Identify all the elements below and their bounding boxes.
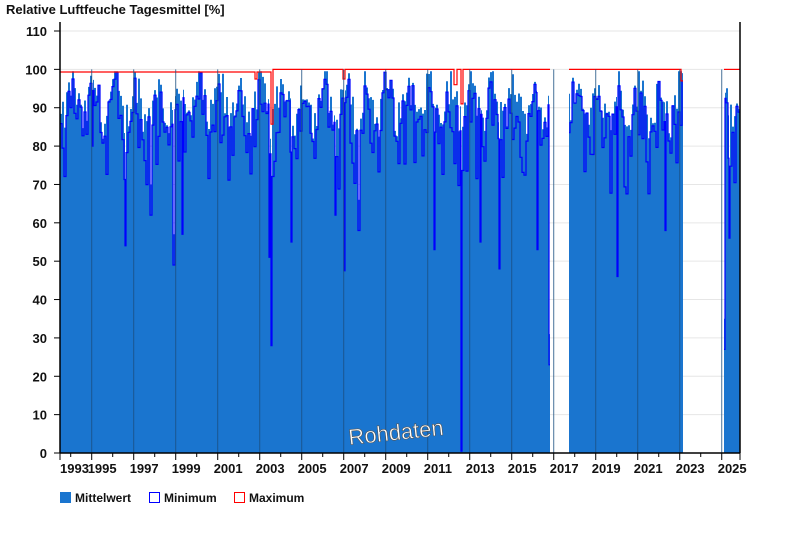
y-tick-label: 30: [33, 331, 47, 346]
y-tick-label: 70: [33, 177, 47, 192]
legend-label-maximum: Maximum: [249, 491, 304, 505]
y-tick-label: 100: [25, 62, 47, 77]
y-tick-label: 40: [33, 293, 47, 308]
y-tick-label: 50: [33, 254, 47, 269]
legend-label-minimum: Minimum: [164, 491, 217, 505]
x-tick-label: 1997: [130, 461, 159, 476]
legend-swatch-maximum: [234, 492, 245, 503]
x-tick-label: 2003: [256, 461, 285, 476]
x-tick-label: 2017: [550, 461, 579, 476]
x-tick-label: 2013: [466, 461, 495, 476]
x-tick-label: 2001: [214, 461, 243, 476]
x-tick-label: 2021: [634, 461, 663, 476]
chart-title: Relative Luftfeuche Tagesmittel [%]: [6, 2, 225, 17]
minimum-line-1: [569, 80, 683, 278]
y-tick-label: 10: [33, 408, 47, 423]
legend: Mittelwert Minimum Maximum: [60, 491, 304, 505]
mittelwert-area-1: [569, 71, 683, 454]
x-tick-label: 2023: [676, 461, 705, 476]
x-tick-label: 1993: [60, 461, 89, 476]
x-tick-label: 2011: [424, 461, 452, 476]
x-tick-label: 1995: [88, 461, 117, 476]
minimum-line-2: [724, 97, 740, 350]
y-tick-label: 80: [33, 139, 47, 154]
legend-swatch-mittelwert: [60, 492, 71, 503]
y-tick-label: 20: [33, 369, 47, 384]
x-tick-label: 2025: [718, 461, 747, 476]
x-tick-label: 2007: [340, 461, 369, 476]
y-tick-label: 60: [33, 216, 47, 231]
y-tick-label: 0: [40, 446, 47, 461]
x-tick-label: 2005: [298, 461, 327, 476]
y-tick-label: 90: [33, 101, 47, 116]
legend-swatch-minimum: [149, 492, 160, 503]
x-tick-label: 2019: [592, 461, 621, 476]
legend-label-mittelwert: Mittelwert: [75, 491, 131, 505]
minimum-line-0: [60, 71, 550, 452]
y-tick-label: 110: [26, 24, 47, 39]
x-tick-label: 1999: [172, 461, 201, 476]
x-tick-label: 2015: [508, 461, 537, 476]
maximum-line-1: [569, 68, 683, 82]
x-tick-label: 2009: [382, 461, 411, 476]
maximum-line-0: [60, 68, 550, 125]
